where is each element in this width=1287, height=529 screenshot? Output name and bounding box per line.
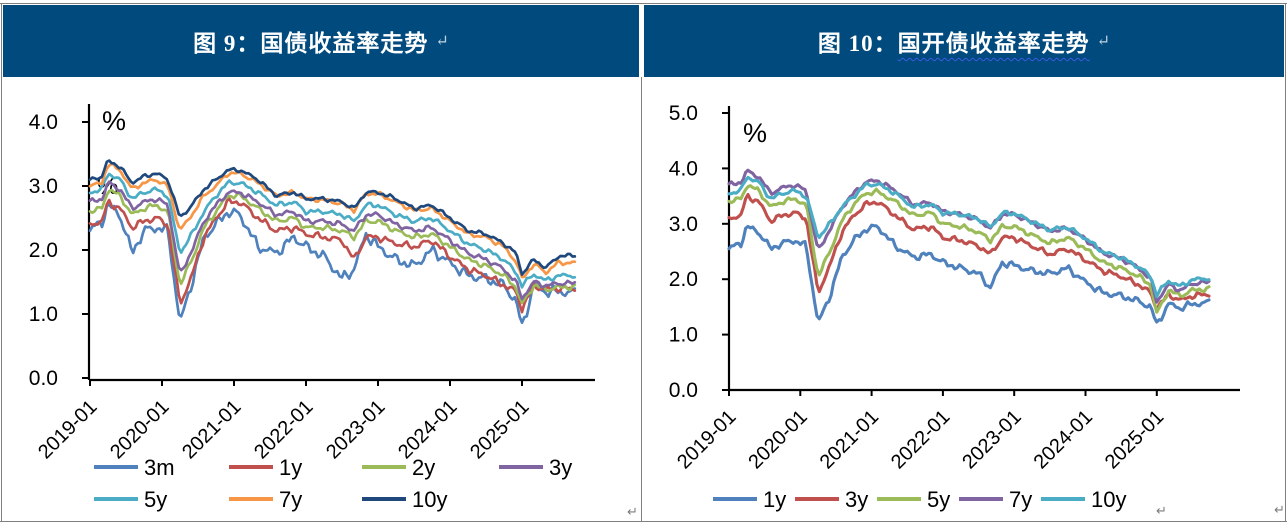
legend-item-10y: 10y bbox=[1041, 487, 1126, 512]
series-line-5y bbox=[88, 172, 577, 289]
y-tick-label: 3.0 bbox=[29, 175, 58, 198]
figure9-title-bar: 图 9： 国债收益率走势 ↵ bbox=[3, 5, 639, 77]
legend-item-5y: 5y bbox=[94, 487, 167, 512]
legend-label-1y: 1y bbox=[763, 487, 786, 512]
x-tick-label: 2025-01 bbox=[466, 396, 533, 463]
figure9-title-prefix: 图 9： bbox=[193, 31, 261, 56]
legend-label-3m: 3m bbox=[144, 455, 175, 480]
legend-label-2y: 2y bbox=[412, 455, 435, 480]
x-tick-label: 2024-01 bbox=[1030, 406, 1097, 473]
y-tick-label: 5.0 bbox=[669, 102, 698, 125]
y-tick-label: 3.0 bbox=[669, 213, 698, 236]
y-tick-label: 2.0 bbox=[669, 268, 698, 291]
x-tick-label: 2020-01 bbox=[106, 396, 173, 463]
series-line-1y bbox=[727, 223, 1211, 324]
series-line-1y bbox=[88, 197, 577, 314]
legend-item-5y: 5y bbox=[877, 487, 950, 512]
x-tick-label: 2025-01 bbox=[1101, 406, 1168, 473]
x-tick-label: 2021-01 bbox=[178, 396, 245, 463]
y-tick-label: 4.0 bbox=[669, 157, 698, 180]
table-border-right bbox=[1285, 3, 1286, 522]
y-tick-label: 1.0 bbox=[29, 303, 58, 326]
paragraph-mark-icon: ↵ bbox=[435, 33, 449, 50]
x-tick-label: 2022-01 bbox=[250, 396, 317, 463]
figure10-title-prefix: 图 10： bbox=[817, 31, 898, 56]
paragraph-mark: ↵ bbox=[1156, 504, 1167, 519]
table-border-bottom bbox=[0, 521, 1287, 522]
cell-end-mark: ↵ bbox=[627, 505, 638, 520]
series-line-3y bbox=[727, 192, 1211, 313]
series-line-10y bbox=[88, 159, 577, 276]
series-line-10y bbox=[727, 175, 1211, 299]
y-tick-label: 0.0 bbox=[29, 367, 58, 390]
y-tick-label: 0.0 bbox=[669, 379, 698, 402]
figure10-title-bar: 图 10： 国开债收益率走势 ↵ bbox=[644, 5, 1284, 77]
figure10-title-text: 国开债收益率走势 bbox=[897, 31, 1090, 56]
legend-label-7y: 7y bbox=[1009, 487, 1032, 512]
legend-item-1y: 1y bbox=[229, 455, 302, 480]
x-tick-label: 2020-01 bbox=[744, 406, 811, 473]
legend-label-5y: 5y bbox=[927, 487, 950, 512]
cell-end-mark: ↵ bbox=[1274, 503, 1285, 518]
x-tick-label: 2021-01 bbox=[816, 406, 883, 473]
figure9-chart[interactable]: 4.0 3.0 2.0 1.0 0.0 2019-01 2020-01 2021-01 2022… bbox=[3, 78, 640, 519]
x-tick-label: 2023-01 bbox=[958, 406, 1025, 473]
legend-item-3y: 3y bbox=[795, 487, 868, 512]
y-tick-label: 1.0 bbox=[669, 324, 698, 347]
table-column-divider bbox=[641, 77, 642, 521]
legend-item-10y: 10y bbox=[362, 487, 447, 512]
series-line-7y bbox=[727, 168, 1211, 304]
y-tick-label: 2.0 bbox=[29, 239, 58, 262]
legend-label-10y: 10y bbox=[1091, 487, 1126, 512]
legend-label-5y: 5y bbox=[144, 487, 167, 512]
legend-item-7y: 7y bbox=[959, 487, 1032, 512]
legend-label-7y: 7y bbox=[279, 487, 302, 512]
x-tick-label: 2024-01 bbox=[394, 396, 461, 463]
legend-item-3m: 3m bbox=[94, 455, 175, 480]
series-line-5y bbox=[727, 184, 1211, 314]
legend-item-1y: 1y bbox=[713, 487, 786, 512]
legend-item-2y: 2y bbox=[362, 455, 435, 480]
y-axis-unit-label: % bbox=[102, 106, 126, 136]
legend-item-7y: 7y bbox=[229, 487, 302, 512]
y-axis-unit-label: % bbox=[743, 118, 767, 148]
legend-item-3y: 3y bbox=[499, 455, 572, 480]
x-tick-label: 2023-01 bbox=[322, 396, 389, 463]
x-tick-label: 2019-01 bbox=[673, 406, 740, 473]
x-tick-label: 2019-01 bbox=[34, 396, 101, 463]
series-line-3y bbox=[88, 180, 577, 301]
series-line-7y bbox=[88, 162, 577, 279]
figure9-title-text: 国债收益率走势 bbox=[260, 31, 429, 56]
y-tick-label: 4.0 bbox=[29, 111, 58, 134]
series-line-3m bbox=[88, 203, 577, 325]
legend-label-1y: 1y bbox=[279, 455, 302, 480]
x-tick-label: 2022-01 bbox=[887, 406, 954, 473]
paragraph-mark-icon: ↵ bbox=[1096, 33, 1111, 50]
table-border-top bbox=[0, 3, 1287, 4]
legend-label-10y: 10y bbox=[412, 487, 447, 512]
legend-label-3y: 3y bbox=[549, 455, 572, 480]
legend-label-3y: 3y bbox=[845, 487, 868, 512]
table-border-left bbox=[1, 3, 2, 522]
